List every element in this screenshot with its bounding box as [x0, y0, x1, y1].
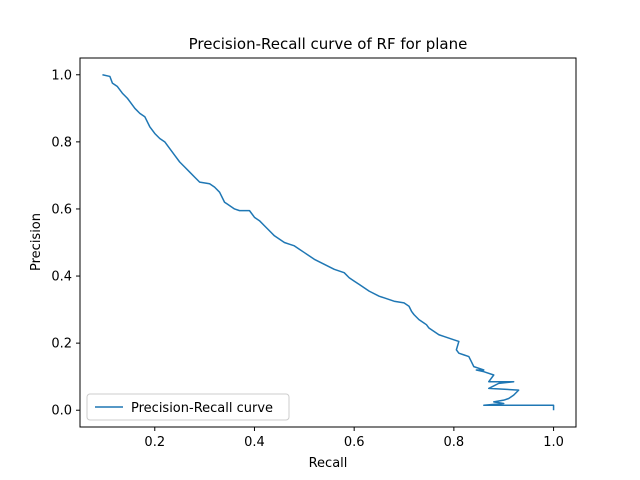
x-tick-label: 0.8	[444, 435, 465, 450]
legend: Precision-Recall curve	[86, 393, 290, 421]
legend-box	[86, 393, 290, 421]
x-axis-ticks: 0.2 0.4 0.6 0.8 1.0	[144, 427, 564, 450]
y-axis-ticks: 0.0 0.2 0.4 0.6 0.8 1.0	[51, 68, 80, 419]
x-tick-label: 0.2	[144, 435, 165, 450]
x-tick-label: 0.6	[344, 435, 365, 450]
series-layer	[102, 74, 555, 411]
plot-frame	[79, 57, 577, 428]
y-tick-label: 0.0	[51, 404, 72, 419]
y-tick-label: 0.4	[51, 270, 72, 285]
plot-area	[80, 58, 576, 427]
y-tick-label: 1.0	[51, 68, 72, 83]
legend-entry-label: Precision-Recall curve	[131, 401, 273, 416]
series-line-precision-recall	[102, 74, 555, 411]
x-axis-label: Recall	[309, 456, 348, 471]
y-tick-label: 0.2	[51, 337, 72, 352]
x-tick-label: 0.4	[244, 435, 265, 450]
chart-title: Precision-Recall curve of RF for plane	[189, 35, 468, 53]
x-tick-label: 1.0	[543, 435, 564, 450]
y-tick-label: 0.8	[51, 135, 72, 150]
y-tick-label: 0.6	[51, 202, 72, 217]
y-axis-label: Precision	[29, 213, 44, 271]
